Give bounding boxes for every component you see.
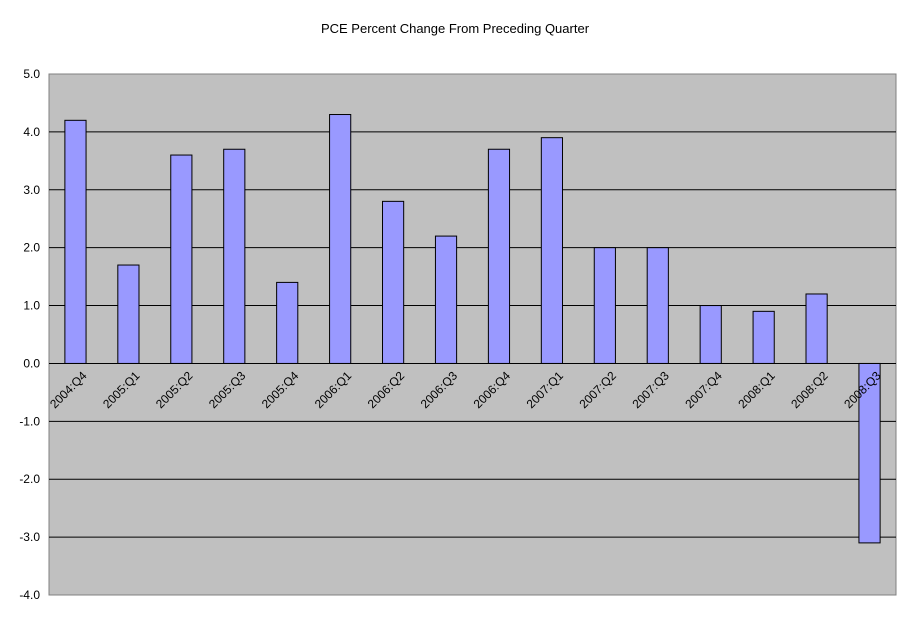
bar-2008-q2 [805, 293, 828, 364]
y-tick-label: 1.0 [23, 299, 40, 313]
y-tick-label: -4.0 [19, 588, 40, 602]
y-tick-label: -2.0 [19, 472, 40, 486]
bar-2005-q4 [276, 281, 299, 364]
bar-2006-q2 [382, 200, 405, 364]
bar-2007-q2 [593, 247, 616, 364]
bar-2005-q2 [170, 154, 193, 364]
bar-2007-q3 [646, 247, 669, 364]
chart-title: PCE Percent Change From Preceding Quarte… [321, 21, 590, 36]
bar-2008-q1 [752, 310, 775, 364]
bar-2007-q1 [540, 137, 563, 364]
y-tick-label: -3.0 [19, 530, 40, 544]
bar-2007-q4 [699, 305, 722, 364]
bar-2005-q3 [223, 148, 246, 364]
bar-2006-q3 [434, 235, 458, 364]
bar-2004-q4 [64, 119, 87, 364]
bar-2005-q1 [117, 264, 140, 364]
y-tick-label: 2.0 [23, 241, 40, 255]
y-tick-label: 3.0 [23, 183, 40, 197]
y-axis-tick-labels: 5.0 4.0 3.0 2.0 1.0 0.0 -1.0 -2.0 -3.0 -4.0 [19, 67, 40, 602]
bar-2006-q1 [329, 114, 352, 364]
bars [64, 114, 881, 544]
y-tick-label: 4.0 [23, 125, 40, 139]
bar-2006-q4 [487, 148, 511, 364]
y-tick-label: 0.0 [23, 356, 40, 370]
y-tick-label: -1.0 [19, 414, 40, 428]
y-tick-label: 5.0 [23, 67, 40, 81]
